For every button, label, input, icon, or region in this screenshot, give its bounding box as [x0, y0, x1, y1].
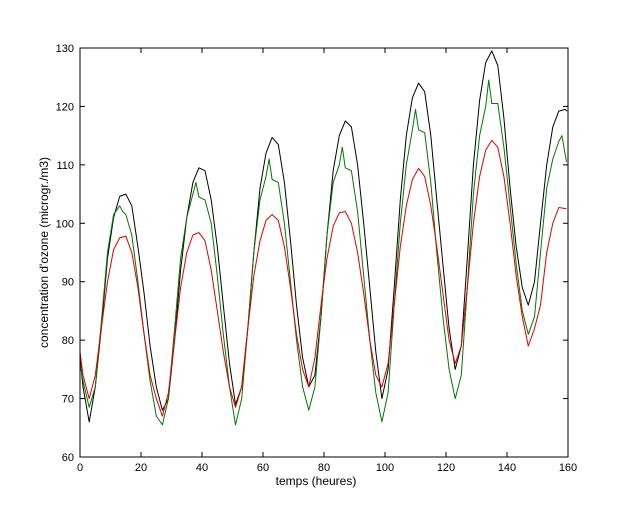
series-lines [79, 50, 568, 426]
axis-ticks: 0 20 40 60 80 100 120 140 160 60 70 80 90 100 110 120 13… [56, 43, 578, 474]
x-tick-label: 0 [77, 462, 83, 474]
y-tick-label: 110 [56, 160, 74, 172]
plot-background [80, 48, 568, 457]
y-tick-label: 60 [62, 452, 74, 464]
y-tick-label: 130 [56, 43, 74, 55]
x-tick-label: 100 [376, 462, 394, 474]
series-line-2 [79, 79, 567, 426]
x-tick-label: 60 [257, 462, 269, 474]
x-tick-label: 120 [437, 462, 455, 474]
y-tick-label: 120 [56, 101, 74, 113]
x-tick-label: 160 [559, 462, 577, 474]
y-tick-label: 90 [62, 277, 74, 289]
y-tick-label: 80 [62, 335, 74, 347]
x-tick-label: 20 [135, 462, 147, 474]
y-tick-label: 70 [62, 394, 74, 406]
x-tick-label: 80 [318, 462, 330, 474]
x-tick-label: 140 [498, 462, 516, 474]
series-line-3 [79, 139, 567, 417]
x-axis-label: temps (heures) [276, 474, 357, 488]
y-axis-label: concentration d'ozone (microgr./m3) [37, 157, 51, 348]
y-tick-label: 100 [56, 218, 74, 230]
x-tick-label: 40 [196, 462, 208, 474]
